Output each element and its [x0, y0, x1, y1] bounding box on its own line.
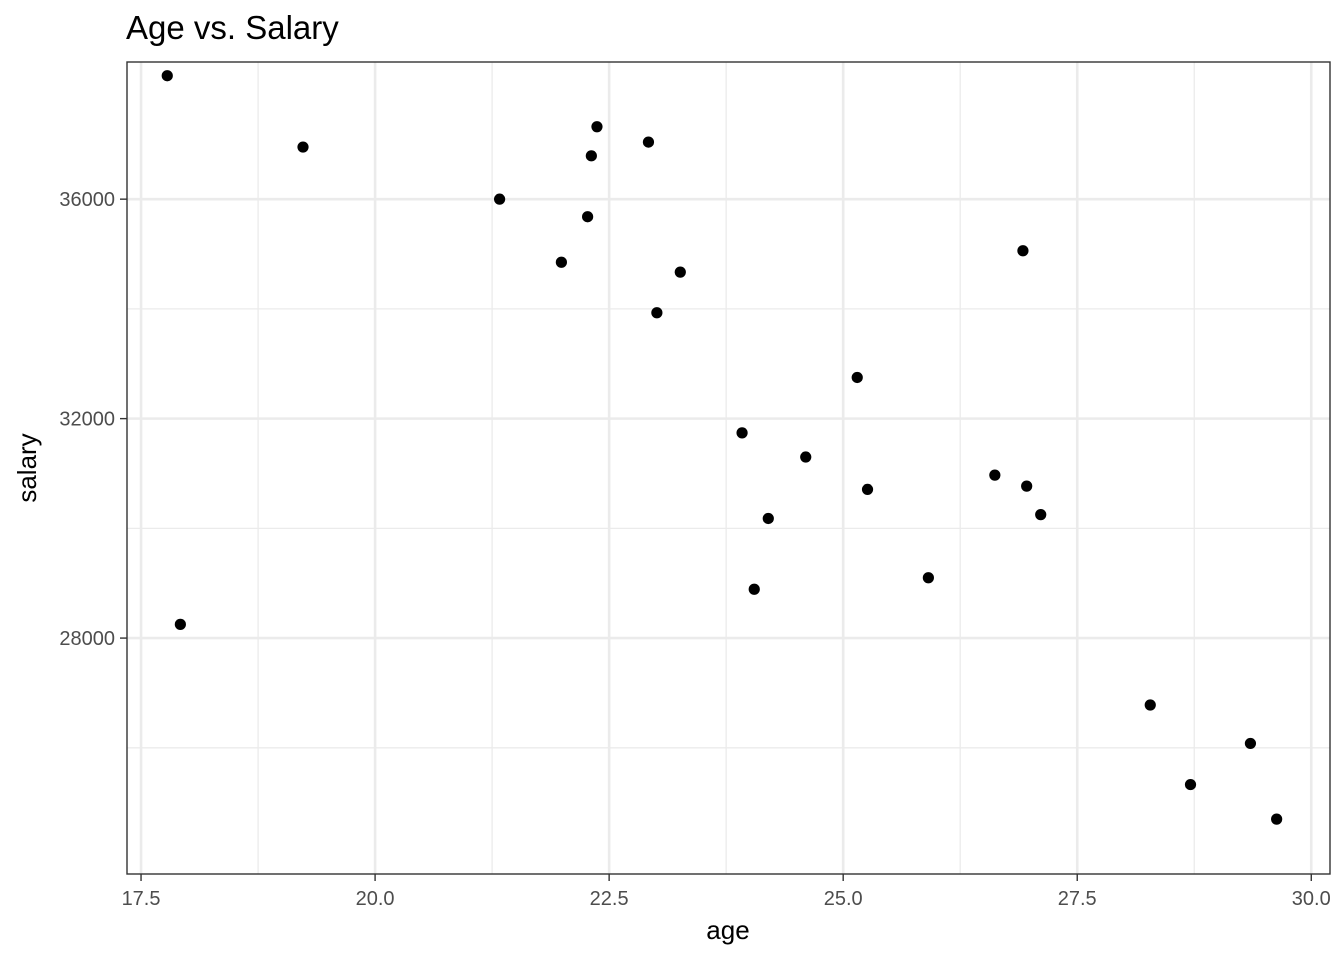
x-tick-label: 25.0 — [824, 888, 863, 910]
data-point — [762, 512, 774, 525]
data-point — [674, 266, 686, 278]
y-tick-label: 28000 — [59, 628, 115, 650]
data-point — [1144, 699, 1156, 711]
data-point — [861, 483, 874, 495]
y-axis-tick-labels: 28000 32000 36000 — [59, 189, 115, 650]
y-tick-label: 36000 — [59, 189, 115, 211]
data-point — [174, 618, 186, 630]
data-point — [651, 307, 663, 319]
data-point — [851, 371, 863, 384]
x-tick-label: 30.0 — [1292, 888, 1331, 910]
data-point — [1017, 245, 1029, 257]
data-point — [642, 136, 655, 148]
data-point — [555, 256, 567, 268]
grid-lines — [127, 62, 1330, 874]
y-axis-title: salary — [12, 433, 42, 502]
x-tick-label: 20.0 — [356, 888, 395, 910]
data-point — [1244, 737, 1257, 750]
data-point — [736, 427, 748, 439]
plot-panel-border — [126, 61, 1331, 875]
data-point — [582, 211, 594, 223]
data-point — [585, 150, 597, 162]
chart-title: Age vs. Salary — [126, 9, 339, 46]
data-point — [1021, 480, 1033, 492]
x-tick-label: 22.5 — [590, 888, 629, 910]
data-point — [922, 572, 934, 584]
axis-ticks — [120, 198, 1312, 881]
data-point — [989, 469, 1001, 481]
x-axis-tick-labels: 17.5 20.0 22.5 25.0 27.5 30.0 — [122, 888, 1331, 910]
data-point — [297, 141, 309, 153]
data-point — [1271, 813, 1283, 825]
data-point — [1035, 509, 1047, 521]
x-tick-label: 17.5 — [122, 888, 161, 910]
data-point — [748, 583, 760, 595]
x-axis-title: age — [706, 915, 749, 945]
data-point — [591, 121, 603, 133]
x-tick-label: 27.5 — [1058, 888, 1097, 910]
data-point — [161, 70, 173, 82]
data-point — [1184, 778, 1197, 791]
data-point — [494, 193, 506, 205]
data-points — [161, 70, 1283, 825]
y-tick-label: 32000 — [59, 409, 115, 431]
data-point — [800, 451, 812, 463]
